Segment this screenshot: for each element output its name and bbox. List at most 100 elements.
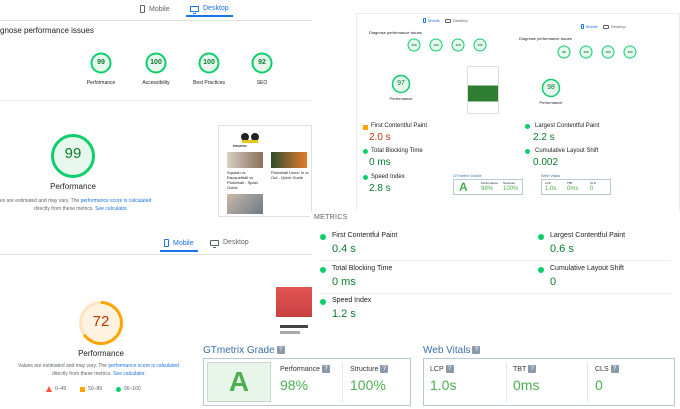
average-indicator-icon [363, 125, 368, 130]
thumb-card-image-2 [271, 152, 307, 168]
main-score-value: 99 [64, 145, 82, 162]
mobile-icon [581, 24, 584, 29]
web-vitals-box [423, 358, 675, 406]
mini-gt-box [453, 179, 523, 195]
mini-gauge-3 [451, 38, 465, 52]
see-calculator-link[interactable]: See calculator. [95, 206, 128, 212]
mini-tab-mobile-right[interactable]: Mobile [581, 24, 598, 29]
pickleball-logo-icon [241, 133, 259, 143]
gtmetrix-grade-title: GTmetrix Grade? [203, 345, 285, 356]
thumb-card-image-1 [227, 152, 263, 168]
help-icon[interactable]: ? [528, 365, 537, 373]
metrics-row-divider [320, 293, 670, 294]
help-icon[interactable]: ? [445, 365, 454, 373]
thumb-card-title-2: Pickleball Lines: In or Out - Quick Guid… [271, 170, 309, 180]
gtmetrix-panel: GTmetrix Grade? A Performance? 98% Struc… [200, 341, 680, 409]
mini-gauge-r3 [601, 45, 615, 59]
main-score-label: Performance [50, 182, 96, 191]
desktop-icon [603, 24, 609, 29]
mini-main-gauge-right [541, 78, 561, 98]
gauge-ring [251, 52, 273, 74]
good-indicator-icon [320, 234, 326, 240]
good-indicator-icon [538, 267, 544, 273]
good-indicator-icon [525, 124, 530, 129]
help-icon[interactable]: ? [472, 346, 481, 355]
main-score-value: 72 [92, 313, 110, 330]
structure-label: Structure? [350, 365, 389, 373]
square-icon [80, 386, 86, 392]
tab-desktop[interactable]: Desktop [210, 239, 249, 248]
good-indicator-icon [363, 149, 368, 154]
score-note-2: directly from these metrics. See calcula… [34, 206, 128, 212]
mini-heading: Diagnose performance issues [369, 30, 422, 35]
desktop-icon [445, 18, 451, 23]
mini-main-gauge-left [391, 74, 411, 94]
help-icon[interactable]: ? [322, 365, 331, 373]
good-indicator-icon [525, 149, 530, 154]
main-score-gauge [51, 134, 95, 178]
gauge-ring [198, 52, 220, 74]
score-note: es are estimated and may vary. The perfo… [0, 198, 152, 204]
mini-tab-desktop[interactable]: Desktop [445, 18, 468, 23]
grade-badge: A [207, 362, 271, 402]
tbt-value: 0ms [513, 377, 540, 393]
score-note-2: directly from these metrics. See calcula… [52, 371, 146, 377]
legend-poor: 0–49 [46, 386, 66, 392]
good-indicator-icon [320, 267, 326, 273]
structure-value: 100% [350, 377, 386, 393]
mobile-icon [140, 5, 145, 13]
section-heading: gnose performance issues [0, 26, 94, 35]
metrics-row-divider [320, 260, 670, 261]
mini-gauge-r4 [623, 45, 637, 59]
triangle-icon [46, 386, 52, 392]
mini-gauge-1 [407, 38, 421, 52]
metrics-heading: METRICS [314, 214, 348, 221]
help-icon[interactable]: ? [380, 365, 389, 373]
cls-label: CLS? [595, 365, 619, 373]
good-indicator-icon [363, 175, 368, 180]
mobile-icon [423, 18, 426, 23]
lcp-label: LCP? [430, 365, 454, 373]
tab-desktop[interactable]: Desktop [186, 5, 233, 17]
tab-mobile[interactable]: Mobile [160, 239, 198, 252]
desktop-icon [210, 239, 219, 248]
mini-thumb-left [467, 66, 499, 114]
mobile-icon [164, 239, 169, 247]
metrics-panel: METRICS First Contentful Paint 0.4 s Lar… [310, 212, 680, 338]
mini-wv-box [541, 179, 611, 195]
tab-mobile[interactable]: Mobile [140, 5, 170, 13]
main-score-gauge [79, 301, 123, 345]
mini-gauge-4 [473, 38, 487, 52]
help-icon[interactable]: ? [276, 346, 285, 355]
desktop-icon [190, 5, 199, 14]
page-screenshot-thumbnail: PIKAPOD Squash vs Racquetball vs Pickleb… [218, 125, 312, 217]
see-calculator-link[interactable]: See calculator. [113, 371, 146, 377]
web-vitals-title: Web Vitals? [423, 345, 481, 356]
legend-average: 50–89 [80, 386, 102, 392]
tab-divider [0, 254, 312, 255]
performance-score-link[interactable]: performance score is calculated [80, 198, 152, 204]
mini-gauge-2 [429, 38, 443, 52]
main-score-label: Performance [78, 349, 124, 358]
score-legend: 0–49 50–89 90–100 [46, 386, 141, 392]
thumb-card-image-3 [227, 194, 263, 214]
legend-good: 90–100 [116, 386, 141, 392]
score-note: Values are estimated and may vary. The p… [18, 363, 179, 369]
mini-gauge-r1 [557, 45, 571, 59]
performance-score-link[interactable]: performance score is calculated [108, 363, 179, 369]
mini-tab-mobile[interactable]: Mobile [423, 18, 440, 23]
gauge-ring [145, 52, 167, 74]
mini-tab-desktop-right[interactable]: Desktop [603, 24, 626, 29]
gauge-ring [90, 52, 112, 74]
good-indicator-icon [538, 234, 544, 240]
performance-value: 98% [280, 377, 309, 393]
section-divider [0, 100, 312, 101]
help-icon[interactable]: ? [610, 365, 619, 373]
performance-label: Performance? [280, 365, 331, 373]
thumb-logo-text: PIKAPOD [233, 144, 247, 148]
tbt-label: TBT? [513, 365, 537, 373]
good-indicator-icon [320, 299, 326, 305]
mini-gauge-r2 [579, 45, 593, 59]
cls-value: 0 [595, 377, 603, 393]
lcp-value: 1.0s [430, 377, 457, 393]
